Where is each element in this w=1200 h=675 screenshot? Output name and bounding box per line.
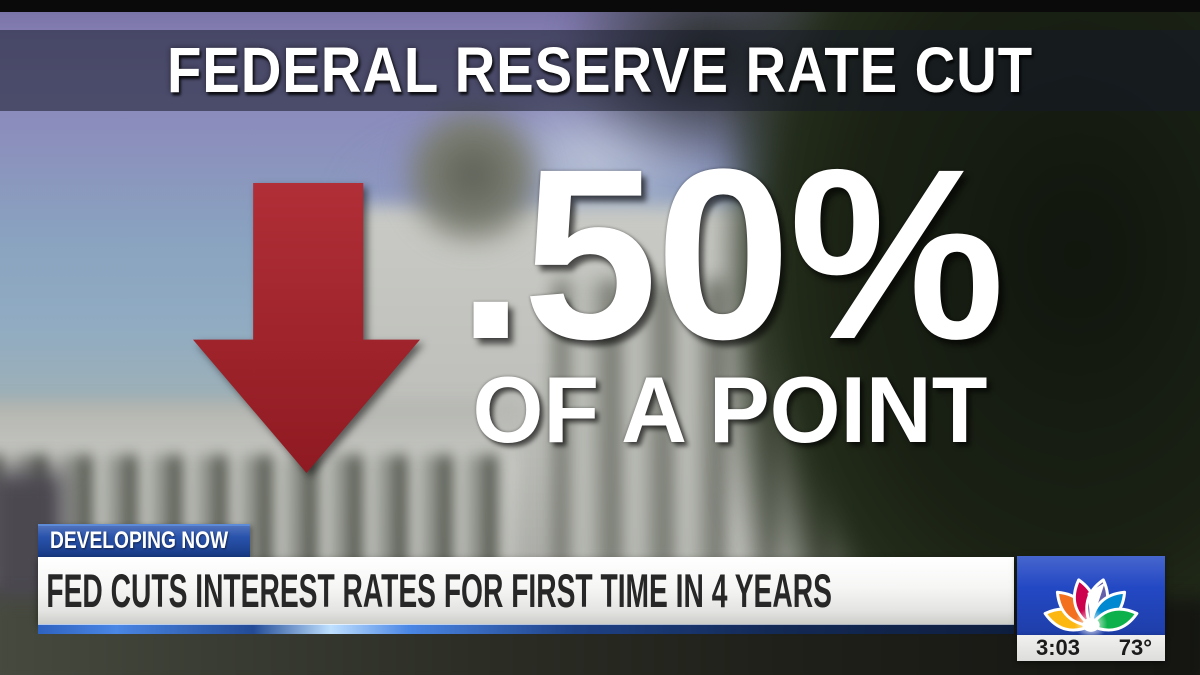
rate-value: .50% bbox=[457, 119, 1005, 390]
time-temp-strip: 3:03 73° bbox=[1017, 635, 1165, 661]
peacock-glow bbox=[1074, 607, 1108, 637]
headline-text: FED CUTS INTEREST RATES FOR FIRST TIME I… bbox=[46, 564, 832, 617]
top-banner: FEDERAL RESERVE RATE CUT bbox=[0, 30, 1200, 111]
kicker-label: DEVELOPING NOW bbox=[50, 527, 229, 554]
accent-strip bbox=[38, 624, 1014, 634]
down-arrow-icon bbox=[193, 183, 420, 473]
station-logo bbox=[1017, 556, 1165, 637]
temperature: 73° bbox=[1118, 635, 1152, 660]
nbc-peacock-icon bbox=[1043, 577, 1139, 637]
kicker-tab: DEVELOPING NOW bbox=[38, 524, 250, 557]
down-arrow-shape bbox=[193, 183, 420, 473]
headline-banner: FED CUTS INTEREST RATES FOR FIRST TIME I… bbox=[38, 557, 1014, 624]
clock-time: 3:03 bbox=[1036, 635, 1081, 660]
letterbox-bar bbox=[0, 0, 1200, 12]
building-pediment bbox=[398, 100, 548, 250]
rate-caption: OF A POINT bbox=[472, 357, 988, 462]
top-banner-title: FEDERAL RESERVE RATE CUT bbox=[166, 34, 1034, 106]
